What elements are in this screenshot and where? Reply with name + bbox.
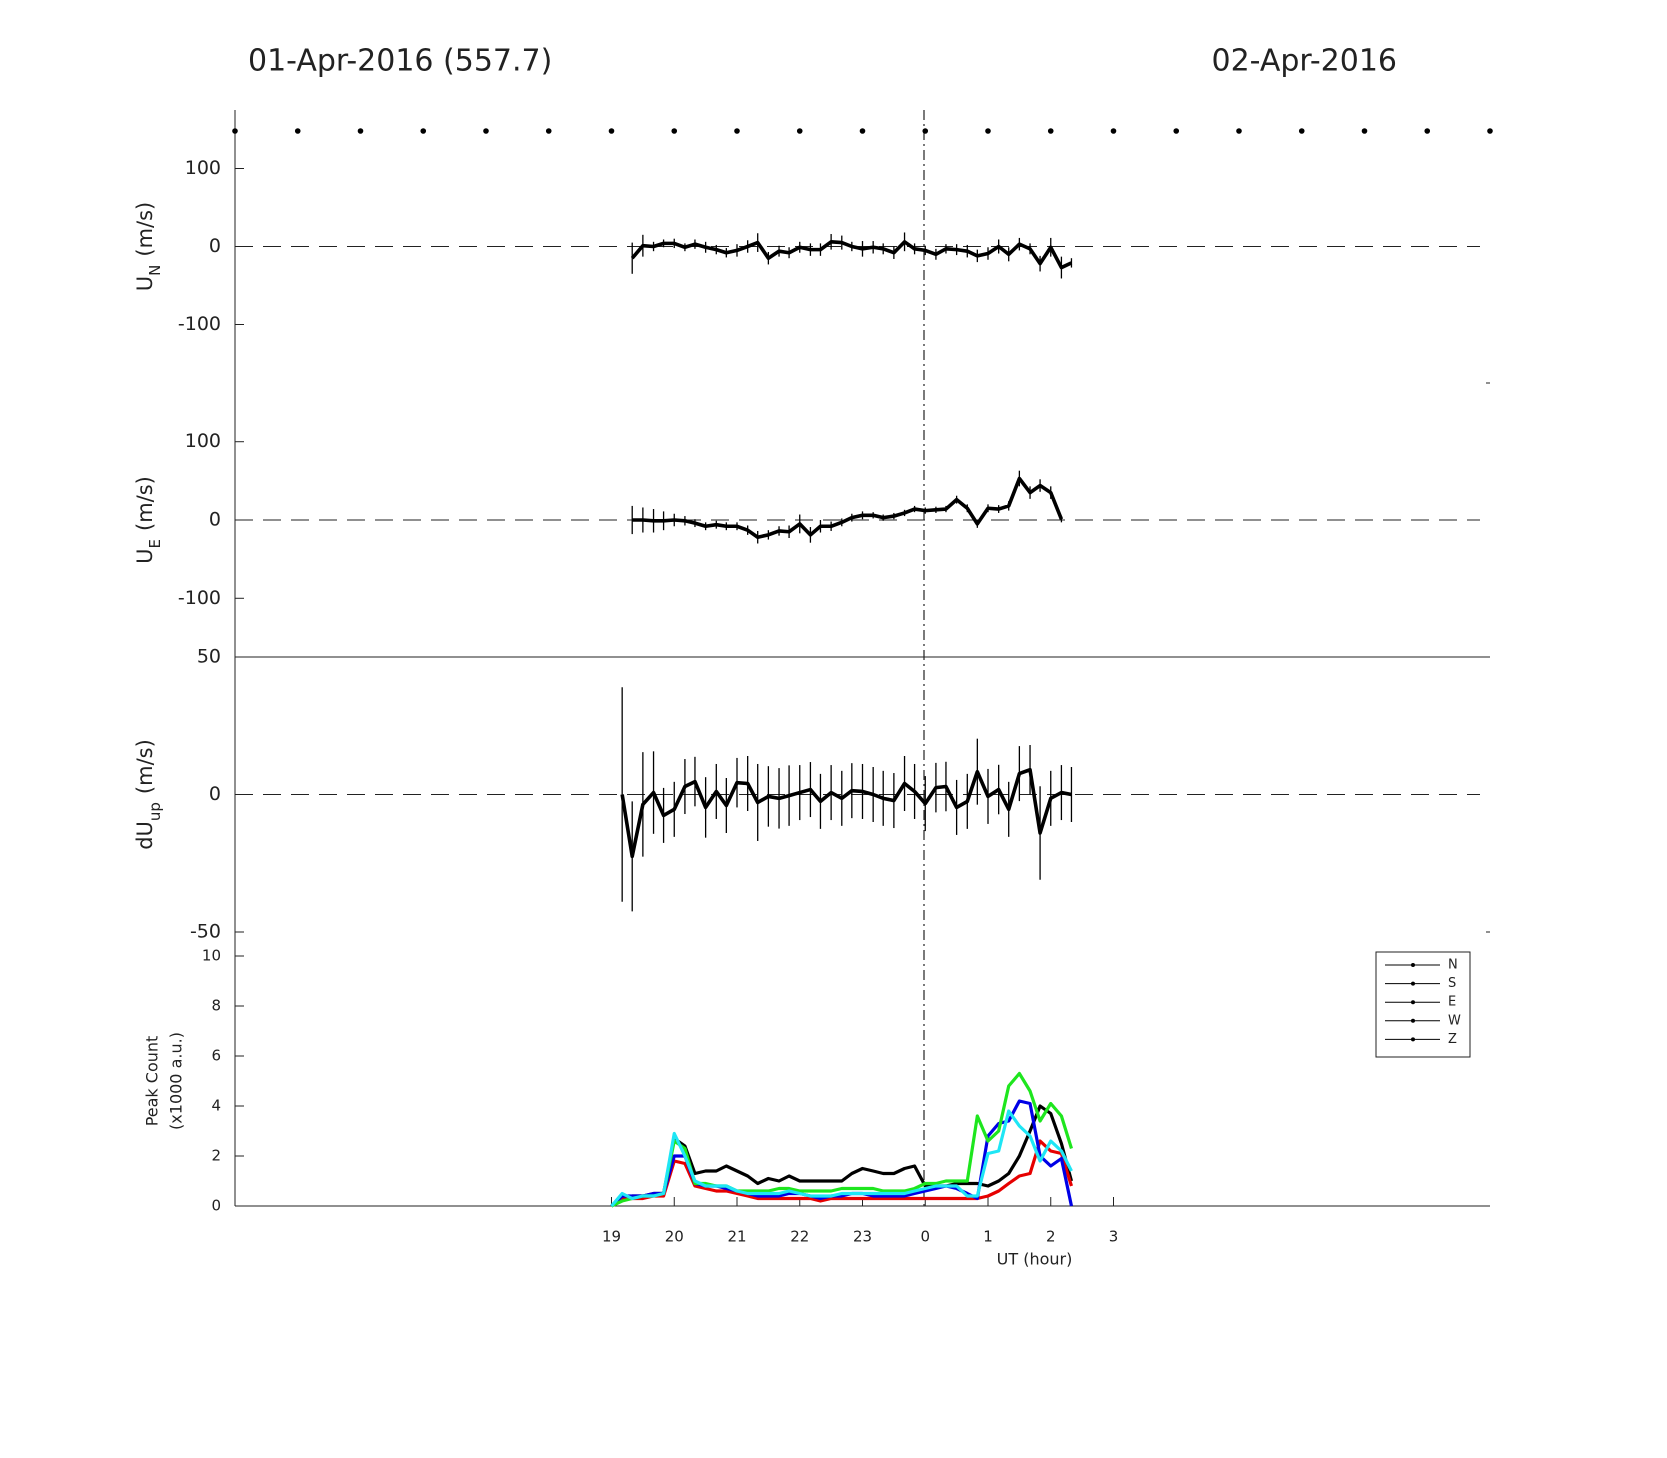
y-label-sub: E bbox=[146, 539, 164, 548]
x-tick-label: 20 bbox=[665, 1228, 684, 1246]
y-tick-label: 100 bbox=[185, 430, 221, 452]
y-tick-label: 0 bbox=[209, 509, 221, 531]
legend-label: Z bbox=[1448, 1032, 1457, 1047]
y-axis-label: UN (m/s) bbox=[133, 202, 164, 291]
legend-label: S bbox=[1448, 976, 1456, 991]
x-tick-label: 23 bbox=[853, 1228, 872, 1246]
y-tick-label: -100 bbox=[178, 587, 221, 609]
time-marker bbox=[1298, 128, 1305, 134]
y-axis-label: dUup (m/s) bbox=[133, 739, 164, 850]
time-marker bbox=[357, 128, 364, 134]
x-tick-label: 0 bbox=[920, 1228, 930, 1246]
time-marker bbox=[232, 128, 238, 134]
y-label-unit: (m/s) bbox=[133, 739, 157, 794]
time-marker bbox=[859, 128, 866, 134]
y-tick-label: 8 bbox=[211, 997, 221, 1015]
series-line bbox=[632, 476, 1064, 540]
legend-marker bbox=[1411, 963, 1415, 967]
time-marker bbox=[1173, 128, 1180, 134]
y-tick-label: 0 bbox=[211, 1197, 221, 1215]
y-label-main: U bbox=[133, 276, 157, 291]
time-marker bbox=[671, 128, 678, 134]
x-tick-label: 19 bbox=[602, 1228, 621, 1246]
y-tick-label: 4 bbox=[211, 1097, 221, 1115]
y-tick-label: -100 bbox=[178, 313, 221, 335]
legend-marker bbox=[1411, 981, 1415, 986]
y-axis-label: (x1000 a.u.) bbox=[167, 1032, 186, 1130]
time-marker bbox=[734, 128, 740, 134]
y-tick-label: 10 bbox=[202, 947, 221, 965]
y-tick-label: 0 bbox=[209, 783, 221, 805]
y-tick-label: -50 bbox=[190, 921, 221, 943]
title-right: 02-Apr-2016 bbox=[1212, 44, 1398, 79]
y-label-main: dU bbox=[133, 821, 157, 850]
x-tick-label: 3 bbox=[1109, 1228, 1119, 1246]
legend-label: N bbox=[1448, 958, 1458, 973]
time-marker bbox=[1110, 128, 1117, 134]
x-tick-label: 2 bbox=[1046, 1228, 1056, 1246]
time-marker bbox=[545, 128, 552, 134]
series-line bbox=[610, 1139, 1073, 1208]
time-marker bbox=[1361, 128, 1368, 134]
series-line bbox=[630, 240, 1073, 270]
series-line bbox=[620, 767, 1072, 859]
y-axis-label: UE (m/s) bbox=[133, 476, 164, 564]
time-marker bbox=[922, 128, 929, 134]
y-tick-label: 100 bbox=[185, 157, 221, 179]
y-tick-label: 6 bbox=[211, 1047, 221, 1065]
legend-label: W bbox=[1448, 1013, 1461, 1028]
x-tick-label: 21 bbox=[727, 1228, 746, 1246]
legend-marker bbox=[1411, 1000, 1415, 1005]
time-marker bbox=[985, 128, 991, 134]
y-label-sub: up bbox=[146, 802, 164, 821]
y-label-unit: (m/s) bbox=[133, 476, 157, 531]
y-label-unit: (m/s) bbox=[133, 202, 157, 257]
x-axis-label: UT (hour) bbox=[997, 1250, 1073, 1269]
legend-marker bbox=[1411, 1018, 1415, 1023]
time-marker bbox=[608, 128, 615, 134]
y-tick-label: 0 bbox=[209, 235, 221, 257]
time-marker bbox=[294, 128, 301, 134]
time-marker bbox=[1424, 128, 1431, 134]
y-tick-label: 50 bbox=[197, 646, 221, 668]
legend-marker bbox=[1411, 1037, 1415, 1042]
time-marker bbox=[1236, 128, 1242, 134]
legend-label: E bbox=[1448, 995, 1456, 1010]
series-line bbox=[610, 1109, 1073, 1208]
time-marker bbox=[483, 128, 489, 134]
y-label-sub: N bbox=[146, 265, 164, 276]
title-left: 01-Apr-2016 (557.7) bbox=[248, 44, 552, 79]
time-marker bbox=[796, 128, 803, 134]
time-marker bbox=[1487, 128, 1493, 134]
y-axis-label: Peak Count bbox=[143, 1036, 162, 1127]
y-label-main: U bbox=[133, 548, 157, 563]
x-tick-label: 22 bbox=[790, 1228, 809, 1246]
time-marker bbox=[420, 128, 427, 134]
x-tick-label: 1 bbox=[983, 1228, 993, 1246]
time-marker bbox=[1047, 128, 1054, 134]
y-tick-label: 2 bbox=[211, 1147, 221, 1165]
